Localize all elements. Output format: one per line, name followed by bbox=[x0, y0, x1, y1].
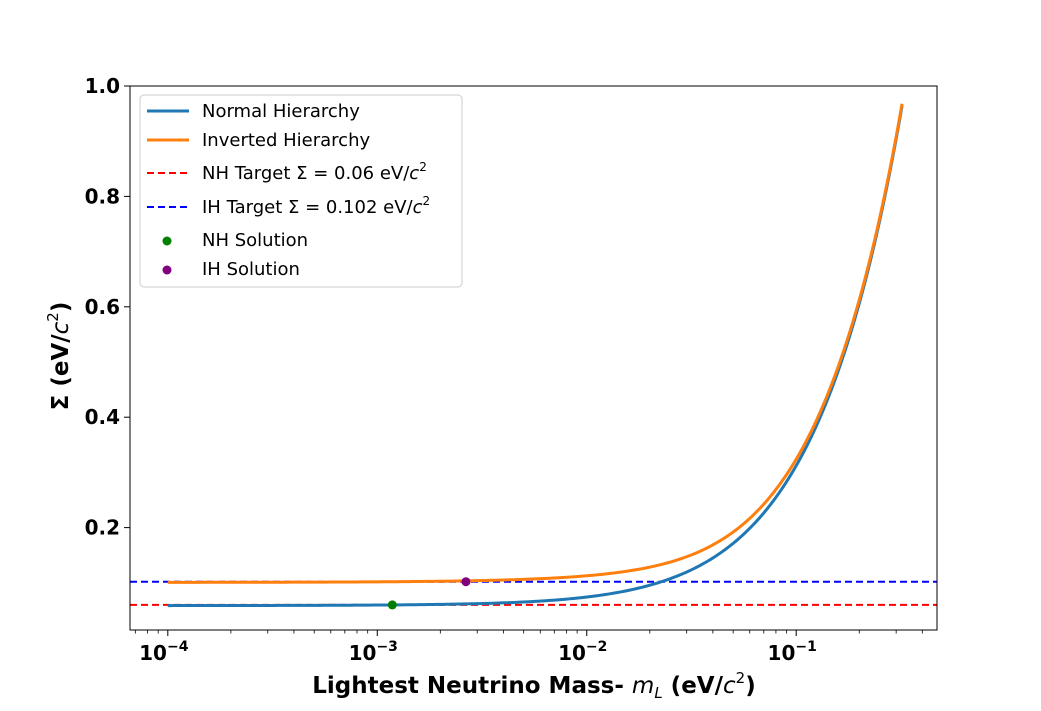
legend-label-nh-target: NH Target Σ = 0.06 eV/c2 bbox=[202, 160, 427, 184]
legend-box bbox=[139, 94, 463, 288]
legend-label-nh-solution: NH Solution bbox=[202, 230, 308, 251]
legend-label-normal-hierarchy: Normal Hierarchy bbox=[202, 101, 360, 122]
legend: Normal Hierarchy Inverted Hierarchy NH T… bbox=[139, 94, 463, 288]
series-line-normal bbox=[167, 105, 904, 608]
y-tick-label: 1.0 bbox=[85, 74, 120, 98]
legend-label-ih-solution: IH Solution bbox=[202, 259, 300, 280]
y-tick-label: 0.8 bbox=[85, 184, 120, 208]
y-tick-label: 0.2 bbox=[85, 516, 120, 540]
y-tick-label: 0.6 bbox=[85, 295, 120, 319]
solution-point bbox=[461, 577, 471, 587]
solution-points bbox=[387, 577, 471, 610]
legend-marker-nh-solution bbox=[162, 236, 172, 246]
legend-marker-ih-solution bbox=[162, 265, 172, 275]
series-line-inverted bbox=[167, 103, 904, 584]
x-tick-label: 10−1 bbox=[768, 639, 817, 665]
legend-label-ih-target: IH Target Σ = 0.102 eV/c2 bbox=[202, 194, 430, 218]
y-tick-label: 0.4 bbox=[85, 405, 120, 429]
x-tick-label: 10−2 bbox=[558, 639, 607, 665]
x-tick-label: 10−3 bbox=[349, 639, 398, 665]
solution-point bbox=[387, 600, 397, 610]
x-tick-label: 10−4 bbox=[139, 639, 189, 665]
plot-frame bbox=[129, 85, 938, 631]
series-lines bbox=[167, 103, 904, 608]
y-axis-label: Σ (eV/c2) bbox=[44, 302, 74, 411]
axis-ticks: 10−4 10−3 10−2 10−1 0.2 0.4 0.6 0.8 1.0 bbox=[85, 74, 923, 665]
legend-label-inverted-hierarchy: Inverted Hierarchy bbox=[202, 130, 370, 151]
x-axis-label: Lightest Neutrino Mass- mL (eV/c2) bbox=[312, 669, 755, 702]
